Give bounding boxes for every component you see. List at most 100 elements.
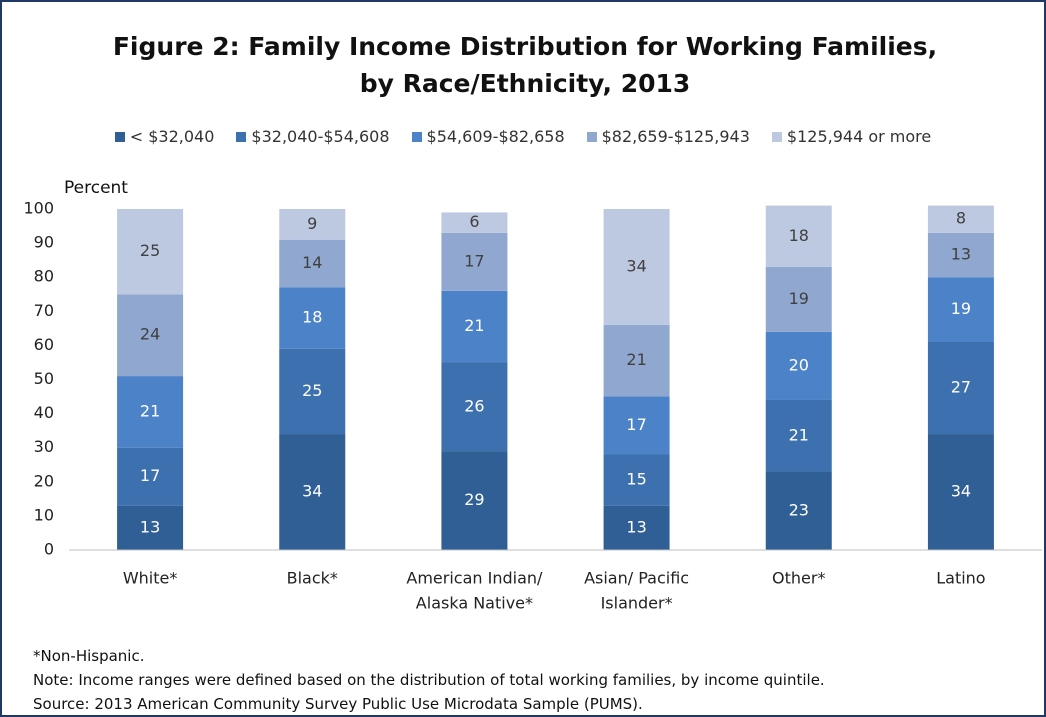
- data-label: 14: [302, 253, 322, 272]
- y-tick-label: 90: [34, 233, 54, 252]
- y-tick-label: 20: [34, 471, 54, 490]
- x-tick-label: Alaska Native*: [416, 594, 533, 613]
- data-label: 6: [469, 212, 479, 231]
- bar-segment: [927, 232, 994, 278]
- legend-swatch: [236, 131, 247, 142]
- data-label: 24: [140, 325, 160, 344]
- legend-label: $125,944 or more: [786, 127, 932, 146]
- bar-segment: [441, 212, 508, 233]
- bar-segment: [279, 434, 346, 550]
- data-label: 34: [951, 482, 971, 501]
- bar-segment: [765, 331, 832, 400]
- bar-segment: [117, 209, 184, 295]
- bar-segment: [117, 376, 184, 448]
- data-label: 17: [140, 466, 160, 485]
- bar-segment: [765, 471, 832, 550]
- x-tick-label: American Indian/: [406, 569, 543, 588]
- data-label: 8: [956, 209, 966, 228]
- data-label: 27: [951, 378, 971, 397]
- data-label: 26: [464, 396, 484, 415]
- bar-segment: [279, 287, 346, 349]
- bar-segment: [765, 266, 832, 332]
- legend-swatch: [411, 131, 422, 142]
- bar-segment: [279, 209, 346, 240]
- note: Note: Income ranges were defined based o…: [33, 671, 825, 689]
- bar-segment: [927, 205, 994, 233]
- y-axis-label: Percent: [64, 178, 128, 198]
- bar-segment: [117, 447, 184, 506]
- data-label: 18: [789, 226, 809, 245]
- y-tick-label: 60: [34, 335, 54, 354]
- legend-swatch: [771, 131, 782, 142]
- data-label: 25: [140, 241, 160, 260]
- data-label: 25: [302, 381, 322, 400]
- legend-item: $54,609-$82,658: [411, 127, 565, 146]
- note: *Non-Hispanic.: [33, 647, 145, 665]
- y-tick-label: 0: [44, 540, 54, 559]
- x-tick-label: Islander*: [601, 594, 673, 613]
- legend-label: $32,040-$54,608: [251, 127, 390, 146]
- y-tick-label: 40: [34, 403, 54, 422]
- data-label: 17: [626, 415, 646, 434]
- legend-label: < $32,040: [129, 127, 215, 146]
- data-label: 29: [464, 490, 484, 509]
- legend-swatch: [586, 131, 597, 142]
- x-tick-label: Latino: [936, 569, 985, 588]
- data-label: 9: [307, 214, 317, 233]
- bar-segment: [603, 505, 670, 550]
- y-tick-label: 80: [34, 267, 54, 286]
- x-tick-label: Asian/ Pacific: [584, 569, 689, 588]
- data-label: 15: [626, 470, 646, 489]
- y-tick-label: 100: [23, 199, 54, 218]
- data-label: 23: [789, 500, 809, 519]
- legend-item: $32,040-$54,608: [236, 127, 390, 146]
- data-label: 21: [789, 425, 809, 444]
- bar-segment: [279, 239, 346, 288]
- note: Source: 2013 American Community Survey P…: [33, 695, 643, 713]
- bar-segment: [279, 348, 346, 435]
- bar-segment: [441, 290, 508, 363]
- data-label: 13: [951, 245, 971, 264]
- data-label: 34: [626, 256, 646, 275]
- data-label: 13: [140, 517, 160, 536]
- data-label: 13: [626, 517, 646, 536]
- data-label: 21: [626, 350, 646, 369]
- data-label: 17: [464, 251, 484, 270]
- x-tick-label: Black*: [287, 569, 338, 588]
- data-label: 18: [302, 308, 322, 327]
- chart-title: Figure 2: Family Income Distribution for…: [112, 32, 938, 98]
- legend-label: $82,659-$125,943: [601, 127, 750, 146]
- data-label: 19: [951, 299, 971, 318]
- legend-item: $125,944 or more: [771, 127, 932, 146]
- y-tick-label: 10: [34, 505, 54, 524]
- bar-segment: [603, 324, 670, 397]
- bar-segment: [603, 454, 670, 506]
- bar-segment: [441, 362, 508, 452]
- bar-segment: [603, 209, 670, 325]
- data-label: 20: [789, 355, 809, 374]
- data-label: 34: [302, 482, 322, 501]
- bar-segment: [927, 341, 994, 435]
- y-tick-label: 50: [34, 369, 54, 388]
- data-label: 21: [464, 316, 484, 335]
- legend-item: < $32,040: [114, 127, 215, 146]
- legend-item: $82,659-$125,943: [586, 127, 750, 146]
- bar-segment: [441, 232, 508, 291]
- bar-segment: [927, 277, 994, 342]
- bar-segment: [117, 505, 184, 550]
- data-label: 21: [140, 401, 160, 420]
- x-tick-label: White*: [123, 569, 178, 588]
- bar-segment: [441, 451, 508, 550]
- legend: < $32,040 $32,040-$54,608 $54,609-$82,658 $…: [2, 127, 1044, 146]
- bar-segment: [927, 434, 994, 550]
- x-tick-label: Other*: [772, 569, 825, 588]
- bar-segment: [765, 399, 832, 472]
- y-tick-label: 30: [34, 437, 54, 456]
- legend-label: $54,609-$82,658: [426, 127, 565, 146]
- bar-segment: [603, 396, 670, 455]
- notes: *Non-Hispanic. Note: Income ranges were d…: [33, 644, 825, 715]
- legend-swatch: [114, 131, 125, 142]
- data-label: 19: [789, 289, 809, 308]
